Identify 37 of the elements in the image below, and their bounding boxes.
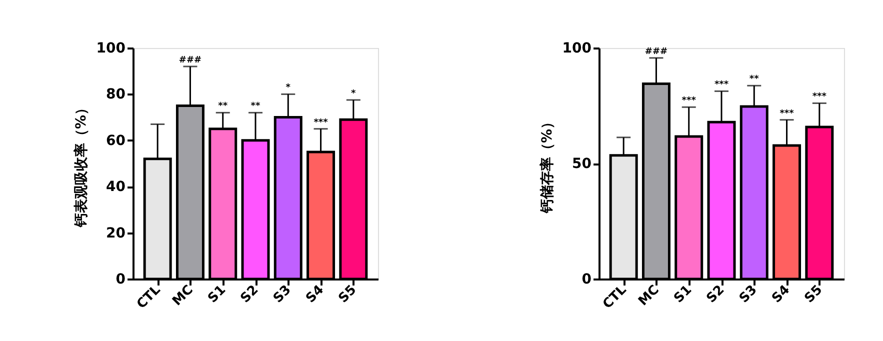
annotation: * — [286, 83, 291, 94]
y-tick-label: 0 — [582, 272, 592, 288]
annotation: *** — [780, 108, 794, 119]
x-tick-label: S3 — [736, 282, 760, 306]
x-tick-label: S1 — [671, 282, 696, 306]
x-tick-label: CTL — [600, 282, 630, 312]
y-tick-label: 60 — [106, 132, 126, 149]
annotation: *** — [682, 96, 696, 106]
x-tick-label: CTL — [134, 282, 164, 312]
x-tick-label: S5 — [336, 282, 360, 306]
x-tick-label: MC — [170, 282, 196, 310]
annotation: ** — [218, 102, 228, 112]
x-tick-label: MC — [636, 282, 662, 310]
x-tick-label: S3 — [270, 282, 294, 306]
x-tick-label: S1 — [205, 282, 230, 306]
x-tick-label: S5 — [802, 282, 826, 306]
annotation: ### — [178, 55, 202, 66]
annotation: ** — [749, 74, 760, 85]
y-tick-label: 20 — [106, 225, 126, 242]
x-tick-label: S4 — [769, 282, 793, 306]
annotation: ### — [644, 46, 668, 57]
x-tick-label: S2 — [238, 282, 262, 306]
y-tick-label: 80 — [106, 86, 126, 103]
y-axis-title: 钙储存率（%） — [538, 114, 556, 214]
x-tick-label: S2 — [704, 282, 728, 306]
y-tick-label: 40 — [106, 179, 126, 196]
annotation: *** — [314, 118, 328, 128]
y-tick-label: 100 — [96, 40, 126, 56]
y-axis-title: 钙表观吸收率（%） — [72, 100, 90, 228]
annotation: *** — [714, 80, 729, 90]
annotation: * — [351, 88, 356, 99]
y-tick-label: 50 — [572, 156, 592, 172]
y-tick-label: 100 — [562, 40, 592, 56]
y-tick-label: 0 — [116, 272, 126, 288]
annotation: *** — [812, 92, 827, 102]
x-tick-label: S4 — [303, 282, 327, 306]
annotation: ** — [250, 102, 260, 112]
